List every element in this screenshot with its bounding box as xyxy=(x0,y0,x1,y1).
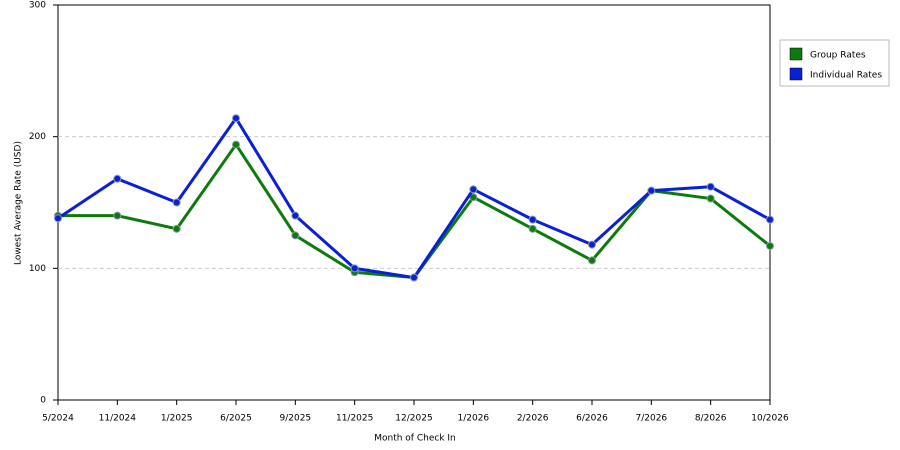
x-tick-label: 6/2026 xyxy=(576,414,608,424)
data-point xyxy=(469,185,478,194)
legend-label: Group Rates xyxy=(810,51,866,61)
x-tick-label: 10/2026 xyxy=(751,414,789,424)
x-tick-label: 2/2026 xyxy=(517,414,549,424)
plot-frame xyxy=(57,4,771,401)
y-tick-label: 0 xyxy=(40,396,46,406)
data-point xyxy=(588,240,596,249)
x-tick-label: 8/2026 xyxy=(695,414,727,424)
data-point xyxy=(350,264,359,273)
y-tick-label: 200 xyxy=(29,132,46,142)
data-point xyxy=(232,140,240,149)
y-axis-label: Lowest Average Rate (USD) xyxy=(14,141,24,265)
data-point xyxy=(706,194,715,203)
data-point xyxy=(528,215,537,224)
data-point xyxy=(113,211,122,220)
x-tick-label: 11/2025 xyxy=(336,414,373,424)
x-axis-label: Month of Check In xyxy=(374,434,456,444)
data-point xyxy=(410,273,418,282)
legend-swatch xyxy=(789,67,803,81)
x-tick-label: 6/2025 xyxy=(220,414,252,424)
x-tick-label: 11/2024 xyxy=(99,414,137,424)
data-point xyxy=(469,193,478,202)
series-line xyxy=(58,143,771,280)
y-tick-label: 300 xyxy=(29,1,46,11)
data-point xyxy=(291,211,300,220)
data-point xyxy=(766,241,774,250)
data-point xyxy=(172,224,181,233)
x-tick-label: 5/2024 xyxy=(42,414,74,424)
legend-label: Individual Rates xyxy=(810,71,882,81)
data-point xyxy=(113,174,122,183)
x-tick-label: 1/2025 xyxy=(161,414,193,424)
data-point xyxy=(588,256,596,265)
data-point xyxy=(766,215,774,224)
y-tick-label: 100 xyxy=(29,264,46,274)
data-point xyxy=(647,186,656,195)
data-point xyxy=(54,214,62,223)
data-point xyxy=(528,224,537,233)
data-point xyxy=(172,198,181,207)
data-point xyxy=(232,114,240,123)
data-point xyxy=(706,182,715,191)
x-tick-label: 9/2025 xyxy=(279,414,311,424)
series-line xyxy=(57,116,771,280)
legend-swatch xyxy=(789,47,803,61)
data-point xyxy=(291,231,300,240)
x-tick-label: 7/2026 xyxy=(635,414,667,424)
x-tick-label: 12/2025 xyxy=(395,414,432,424)
x-tick-label: 1/2026 xyxy=(457,414,489,424)
